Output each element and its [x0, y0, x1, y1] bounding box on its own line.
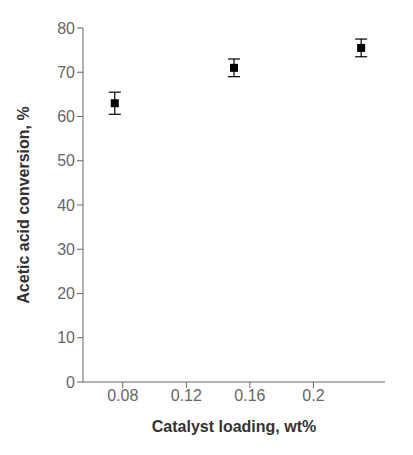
svg-text:50: 50 [57, 152, 75, 169]
svg-text:0.2: 0.2 [302, 387, 324, 404]
svg-text:20: 20 [57, 285, 75, 302]
svg-text:60: 60 [57, 108, 75, 125]
svg-text:Catalyst loading, wt%: Catalyst loading, wt% [152, 418, 316, 435]
svg-text:10: 10 [57, 329, 75, 346]
svg-text:0.16: 0.16 [234, 387, 265, 404]
svg-text:80: 80 [57, 20, 75, 37]
svg-text:Acetic acid conversion, %: Acetic acid conversion, % [15, 106, 32, 303]
svg-text:0.12: 0.12 [171, 387, 202, 404]
svg-text:0: 0 [66, 374, 75, 391]
svg-text:40: 40 [57, 197, 75, 214]
svg-text:30: 30 [57, 241, 75, 258]
svg-text:70: 70 [57, 64, 75, 81]
svg-text:0.08: 0.08 [107, 387, 138, 404]
